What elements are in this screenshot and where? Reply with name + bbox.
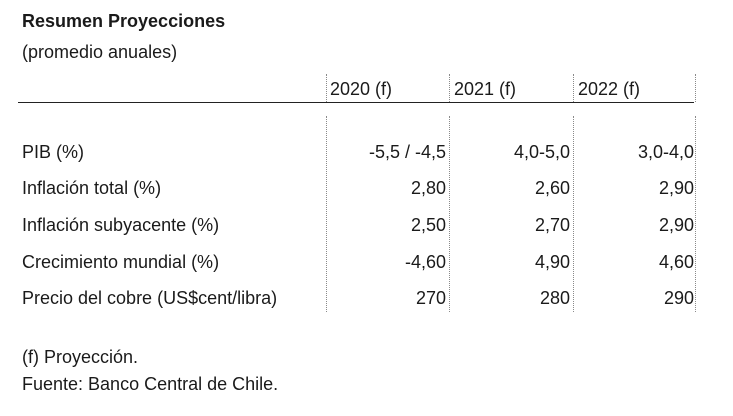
table-cell: -5,5 / -4,5 <box>368 142 446 162</box>
table-subtitle: (promedio anuales) <box>22 42 178 62</box>
column-separator <box>449 116 450 312</box>
row-label-inflacion-subyacente: Inflación subyacente (%) <box>22 215 220 235</box>
column-separator <box>326 116 327 312</box>
table-cell: 2,80 <box>410 178 446 198</box>
table-cell: 4,0-5,0 <box>513 142 570 162</box>
table-cell: 290 <box>663 288 694 308</box>
table-cell: 3,0-4,0 <box>637 142 694 162</box>
column-separator <box>695 116 696 312</box>
column-header-2021: 2021 (f) <box>454 79 517 99</box>
footnote-projection: (f) Proyección. <box>22 347 139 367</box>
table-cell: 2,90 <box>658 215 694 235</box>
column-separator <box>573 116 574 312</box>
table-cell: 2,50 <box>410 215 446 235</box>
table-cell: 2,90 <box>658 178 694 198</box>
table-cell: 270 <box>415 288 446 308</box>
header-separator <box>326 74 327 102</box>
footnote-source: Fuente: Banco Central de Chile. <box>22 374 279 394</box>
row-label-crecimiento-mundial: Crecimiento mundial (%) <box>22 252 220 272</box>
table-cell: 2,60 <box>534 178 570 198</box>
table-cell: 4,90 <box>534 252 570 272</box>
table-cell: -4,60 <box>404 252 446 272</box>
table-cell: 4,60 <box>658 252 694 272</box>
row-label-precio-cobre: Precio del cobre (US$cent/libra) <box>22 288 278 308</box>
table-cell: 280 <box>539 288 570 308</box>
table-cell: 2,70 <box>534 215 570 235</box>
header-separator <box>695 74 696 102</box>
column-header-2022: 2022 (f) <box>578 79 641 99</box>
header-rule <box>18 102 694 103</box>
row-label-pib: PIB (%) <box>22 142 85 162</box>
header-separator <box>573 74 574 102</box>
header-separator <box>449 74 450 102</box>
table-title: Resumen Proyecciones <box>22 11 226 31</box>
row-label-inflacion-total: Inflación total (%) <box>22 178 162 198</box>
column-header-2020: 2020 (f) <box>330 79 393 99</box>
